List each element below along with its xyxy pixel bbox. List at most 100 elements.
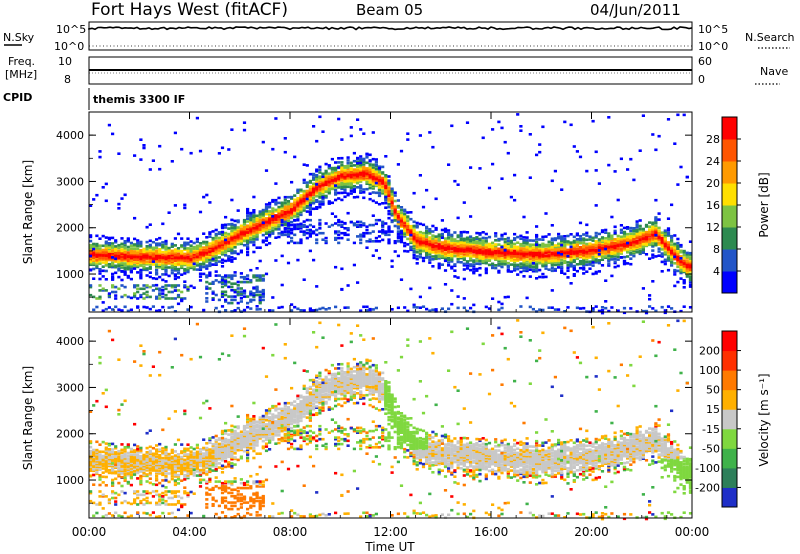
power-cell — [396, 230, 400, 233]
power-cell — [535, 256, 539, 259]
power-cell — [104, 244, 108, 248]
power-cell — [107, 306, 111, 309]
power-cell — [415, 248, 419, 251]
power-cell — [120, 284, 124, 287]
power-cell — [465, 121, 470, 124]
power-cell — [161, 222, 165, 226]
power-cell — [277, 208, 281, 212]
power-cell — [136, 253, 140, 256]
power-cell — [180, 262, 184, 265]
power-cell — [500, 302, 504, 306]
power-cell — [89, 260, 93, 264]
power-cell — [535, 153, 539, 157]
power-cell — [230, 231, 234, 234]
power-cell — [569, 258, 573, 261]
power-cell — [293, 204, 297, 207]
power-cell — [236, 301, 240, 305]
power-cell — [428, 237, 432, 241]
power-cell — [654, 225, 658, 229]
power-cell — [293, 205, 297, 208]
freq-tick-bottom: 8 — [64, 73, 71, 86]
power-cell — [211, 282, 215, 285]
power-cell — [161, 241, 165, 244]
power-cell — [440, 249, 444, 253]
power-cell — [145, 251, 149, 255]
power-cell — [89, 245, 93, 248]
velocity-cell — [107, 464, 111, 468]
power-cell — [594, 150, 598, 154]
power-cell — [569, 282, 573, 285]
power-cell — [500, 247, 504, 251]
power-cell — [500, 177, 504, 180]
velocity-cell — [151, 460, 155, 464]
power-cell — [673, 252, 677, 255]
power-cell — [173, 267, 177, 271]
power-cell — [183, 242, 187, 246]
power-cell — [352, 184, 356, 188]
power-cell — [346, 192, 350, 195]
power-cell — [425, 249, 429, 252]
power-cell — [638, 242, 642, 246]
power-cell — [629, 242, 633, 245]
power-cell — [607, 247, 611, 251]
velocity-cell — [92, 404, 96, 407]
power-cell — [299, 203, 303, 207]
power-cell — [198, 262, 203, 266]
power-cell — [635, 223, 639, 226]
power-cell — [95, 259, 99, 263]
power-cell — [682, 113, 686, 117]
power-cell — [387, 198, 391, 202]
power-cell — [506, 254, 510, 258]
power-cell — [236, 292, 240, 295]
power-cell — [384, 195, 388, 199]
velocity-cell — [164, 493, 168, 497]
power-cell — [255, 267, 259, 270]
power-cell — [111, 276, 115, 280]
power-cell — [412, 241, 416, 244]
power-cell — [211, 252, 215, 255]
power-cell — [239, 230, 243, 233]
power-cell — [443, 248, 448, 251]
power-cell — [585, 249, 589, 253]
power-cell — [412, 228, 416, 232]
power-cell — [349, 134, 353, 138]
power-cell — [356, 186, 360, 189]
power-cell — [283, 211, 287, 214]
power-cell — [538, 261, 542, 265]
power-cell — [224, 254, 228, 257]
power-cell — [585, 234, 589, 237]
power-cell — [387, 216, 391, 220]
power-cell — [506, 252, 510, 255]
power-cell — [610, 258, 614, 261]
velocity-cell — [117, 413, 121, 416]
power-cell — [145, 225, 149, 229]
power-cell — [349, 126, 353, 129]
power-cell — [318, 205, 322, 209]
power-cell — [280, 207, 284, 210]
power-cell — [236, 306, 240, 310]
power-cell — [173, 259, 177, 262]
power-cell — [387, 179, 391, 182]
power-cell — [403, 249, 407, 253]
power-cell — [98, 297, 102, 300]
power-cell — [180, 290, 184, 294]
power-cell — [258, 259, 262, 263]
power-cell — [246, 225, 250, 229]
power-cell — [613, 240, 617, 244]
power-cell — [352, 173, 356, 177]
power-cell — [500, 262, 504, 266]
power-cell — [98, 268, 102, 271]
power-cell — [261, 240, 265, 244]
power-cell — [594, 240, 598, 243]
power-cell — [409, 240, 413, 243]
velocity-cell — [142, 471, 146, 475]
power-cell — [660, 245, 664, 248]
velocity-cell — [95, 440, 99, 444]
power-cell — [409, 238, 413, 242]
power-cell — [318, 187, 322, 191]
velocity-cell — [123, 465, 127, 468]
velocity-cell — [104, 470, 108, 473]
power-cell — [632, 254, 636, 258]
power-cell — [227, 148, 231, 151]
nsky-tick-top: 10^5 — [56, 23, 86, 36]
